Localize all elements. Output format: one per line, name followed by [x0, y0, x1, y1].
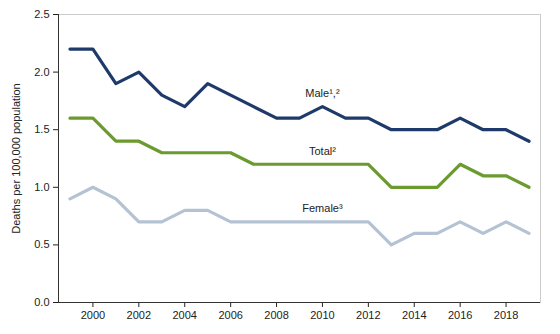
svg-text:2.5: 2.5: [34, 8, 49, 20]
svg-text:2002: 2002: [127, 309, 151, 321]
svg-text:2004: 2004: [172, 309, 196, 321]
svg-text:1.0: 1.0: [34, 181, 49, 193]
svg-text:2012: 2012: [356, 309, 380, 321]
svg-text:Female³: Female³: [302, 202, 343, 214]
svg-text:2014: 2014: [402, 309, 426, 321]
svg-text:2010: 2010: [310, 309, 334, 321]
svg-text:2008: 2008: [264, 309, 288, 321]
svg-text:Deaths per 100,000 population: Deaths per 100,000 population: [10, 83, 22, 233]
svg-text:2016: 2016: [448, 309, 472, 321]
svg-text:1.5: 1.5: [34, 123, 49, 135]
svg-text:2.0: 2.0: [34, 66, 49, 78]
svg-text:2000: 2000: [81, 309, 105, 321]
svg-text:2006: 2006: [218, 309, 242, 321]
svg-text:2018: 2018: [494, 309, 518, 321]
svg-text:Male¹,²: Male¹,²: [305, 87, 340, 99]
svg-text:0.0: 0.0: [34, 296, 49, 308]
svg-text:0.5: 0.5: [34, 238, 49, 250]
svg-text:Total²: Total²: [309, 145, 336, 157]
